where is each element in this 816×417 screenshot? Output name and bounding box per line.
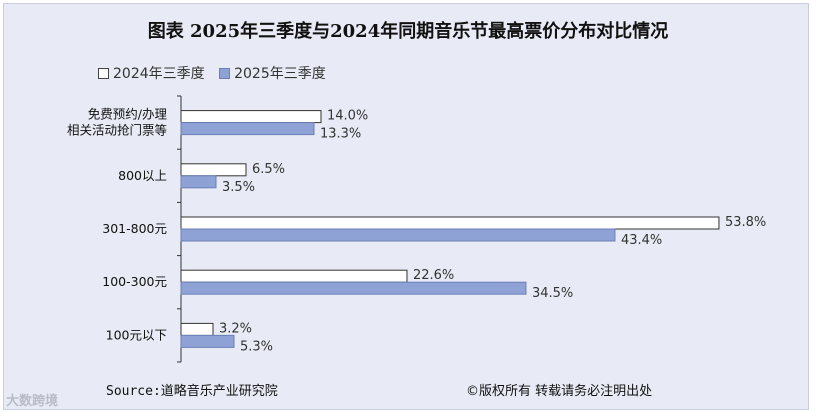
bar-2024 (180, 110, 322, 124)
bar-2025 (180, 281, 527, 295)
bar-2025 (180, 228, 616, 242)
data-label: 34.5% (532, 286, 573, 301)
data-label: 6.5% (252, 162, 285, 177)
copyright-note: ©版权所有 转载请务必注明出处 (466, 384, 653, 399)
source-note: Source:道略音乐产业研究院 (106, 384, 278, 399)
bar-2025 (180, 334, 235, 348)
chart-frame (3, 3, 809, 410)
watermark: 大数跨境 (6, 394, 59, 409)
data-label: 22.6% (413, 268, 454, 283)
legend: 2024年三季度 2025年三季度 (98, 63, 336, 83)
bar-2025 (180, 175, 217, 189)
category-label: 800以上 (118, 168, 167, 183)
category-label: 301-800元 (102, 221, 167, 236)
chart-title: 图表 2025年三季度与2024年同期音乐节最高票价分布对比情况 (147, 21, 669, 42)
legend-item-2025: 2025年三季度 (219, 63, 326, 83)
data-label: 13.3% (320, 127, 361, 142)
bar-2024 (180, 322, 214, 336)
bar-2025 (180, 122, 315, 136)
category-label: 免费预约/办理 (88, 107, 168, 122)
bar-2024 (180, 163, 247, 177)
legend-swatch-2024 (98, 67, 109, 79)
legend-label-2025: 2025年三季度 (234, 66, 326, 82)
bar-2024 (180, 216, 720, 230)
category-label: 相关活动抢门票等 (67, 123, 167, 138)
legend-label-2024: 2024年三季度 (113, 66, 205, 82)
legend-item-2024: 2024年三季度 (98, 63, 205, 83)
data-label: 14.0% (327, 109, 368, 124)
data-label: 53.8% (725, 215, 766, 230)
category-label: 100元以下 (106, 327, 167, 342)
data-label: 43.4% (621, 233, 662, 248)
data-label: 3.5% (222, 180, 255, 195)
data-label: 3.2% (219, 321, 252, 336)
legend-swatch-2025 (219, 67, 231, 79)
bar-2024 (180, 269, 408, 283)
category-label: 100-300元 (102, 274, 167, 289)
data-label: 5.3% (240, 339, 273, 354)
